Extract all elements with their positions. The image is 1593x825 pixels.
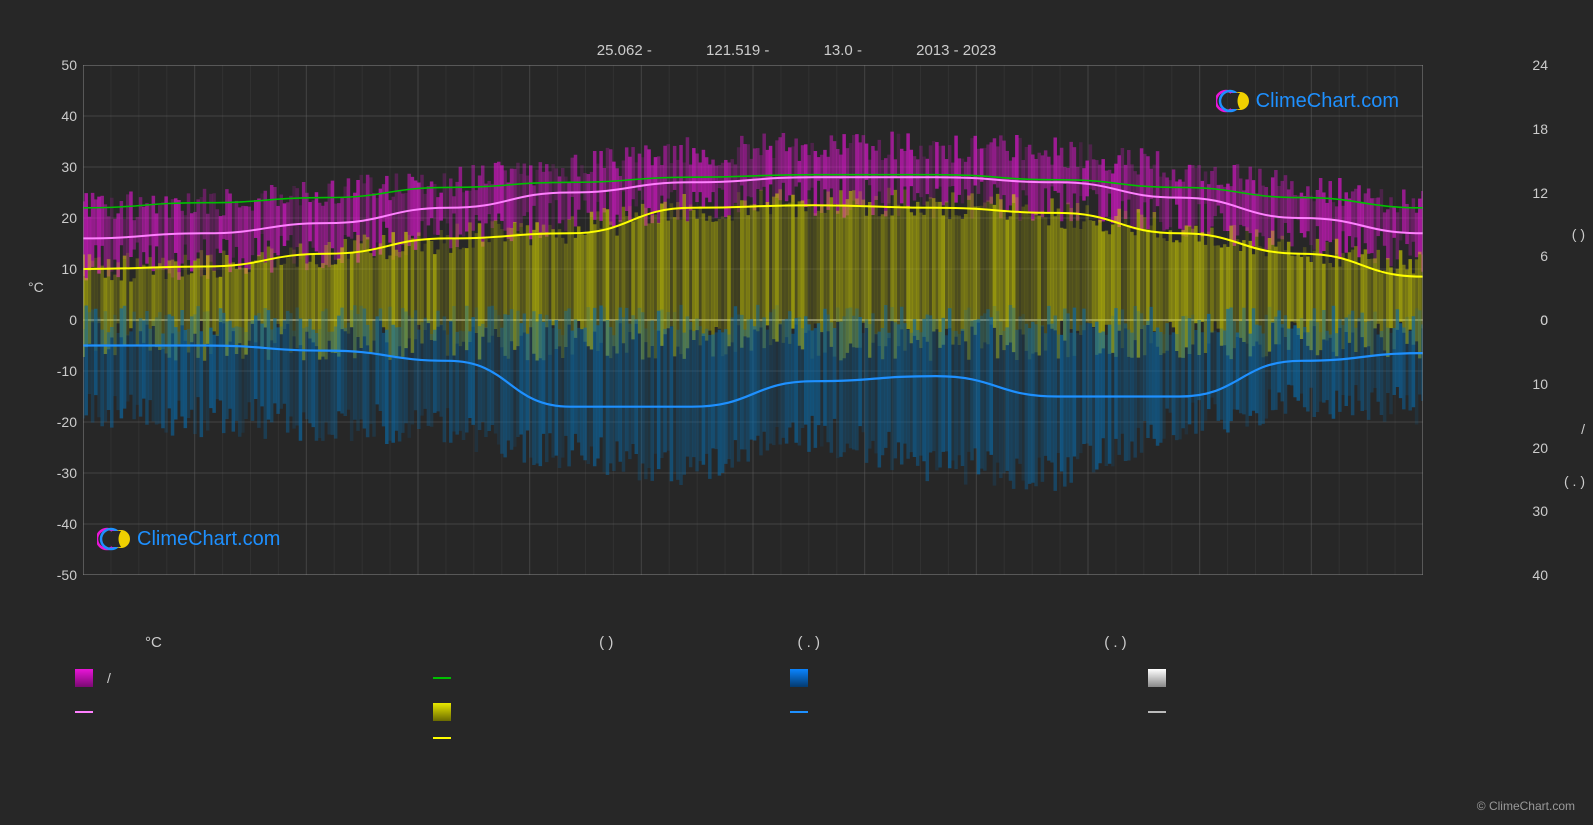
legend-item[interactable] (433, 703, 791, 721)
legend-item[interactable] (433, 669, 791, 687)
y-tick-right-bottom: 30 (1532, 503, 1548, 519)
legend-swatch (1148, 669, 1166, 687)
y-axis-right-bottom-unit: ( . ) (1564, 472, 1585, 492)
y-tick-left: -10 (45, 363, 77, 379)
y-tick-right-top: 18 (1532, 121, 1548, 137)
legend-item[interactable]: / (75, 669, 433, 687)
y-tick-left: 40 (45, 108, 77, 124)
chart-svg (83, 65, 1423, 575)
legend: °C ( ) ( . ) ( . ) / (75, 634, 1505, 739)
y-tick-right-bottom: 20 (1532, 440, 1548, 456)
legend-label: / (107, 670, 111, 686)
brand-logo-bottom: ClimeChart.com (97, 525, 280, 553)
legend-line-swatch (75, 711, 93, 713)
header-years: 2013 - 2023 (916, 42, 996, 59)
legend-header: °C ( ) ( . ) ( . ) (75, 634, 1505, 651)
y-tick-right-bottom: 0 (1540, 312, 1548, 328)
legend-swatch (433, 703, 451, 721)
y-axis-right-top-unit: ( ) (1572, 225, 1585, 245)
y-tick-right-top: 12 (1532, 185, 1548, 201)
chart-header: 25.062 - 121.519 - 13.0 - 2013 - 2023 (0, 42, 1593, 59)
y-tick-right-top: 6 (1540, 248, 1548, 264)
y-tick-right-bottom: 40 (1532, 567, 1548, 583)
footer-copyright: © ClimeChart.com (1477, 799, 1575, 813)
legend-line-swatch (1148, 711, 1166, 713)
y-tick-left: 30 (45, 159, 77, 175)
y-tick-left: 20 (45, 210, 77, 226)
legend-line-swatch (433, 737, 451, 739)
y-tick-left: -30 (45, 465, 77, 481)
y-tick-right-bottom: 10 (1532, 376, 1548, 392)
y-tick-left: 50 (45, 57, 77, 73)
brand-text: ClimeChart.com (1256, 90, 1399, 113)
legend-line-swatch (433, 677, 451, 679)
y-axis-left-label: °C (28, 279, 44, 295)
legend-item[interactable] (790, 703, 1148, 721)
legend-item[interactable] (433, 737, 791, 739)
legend-item[interactable] (75, 703, 433, 721)
legend-item[interactable] (1148, 703, 1506, 721)
y-tick-left: 0 (45, 312, 77, 328)
header-lon: 121.519 - (706, 42, 769, 59)
y-tick-right-top: 24 (1532, 57, 1548, 73)
legend-line-swatch (790, 711, 808, 713)
legend-item[interactable] (790, 669, 1148, 687)
y-tick-left: -50 (45, 567, 77, 583)
header-elev: 13.0 - (824, 42, 862, 59)
chart-plot-area: ClimeChart.com ClimeChart.com (83, 65, 1423, 575)
brand-text: ClimeChart.com (137, 528, 280, 551)
legend-swatch (790, 669, 808, 687)
y-tick-left: -40 (45, 516, 77, 532)
legend-item[interactable] (1148, 669, 1506, 687)
header-lat: 25.062 - (597, 42, 652, 59)
y-axis-right-bottom-label: / (1581, 420, 1585, 440)
legend-swatch (75, 669, 93, 687)
brand-logo-top: ClimeChart.com (1216, 87, 1399, 115)
y-tick-left: -20 (45, 414, 77, 430)
y-tick-left: 10 (45, 261, 77, 277)
legend-item[interactable] (75, 737, 433, 739)
